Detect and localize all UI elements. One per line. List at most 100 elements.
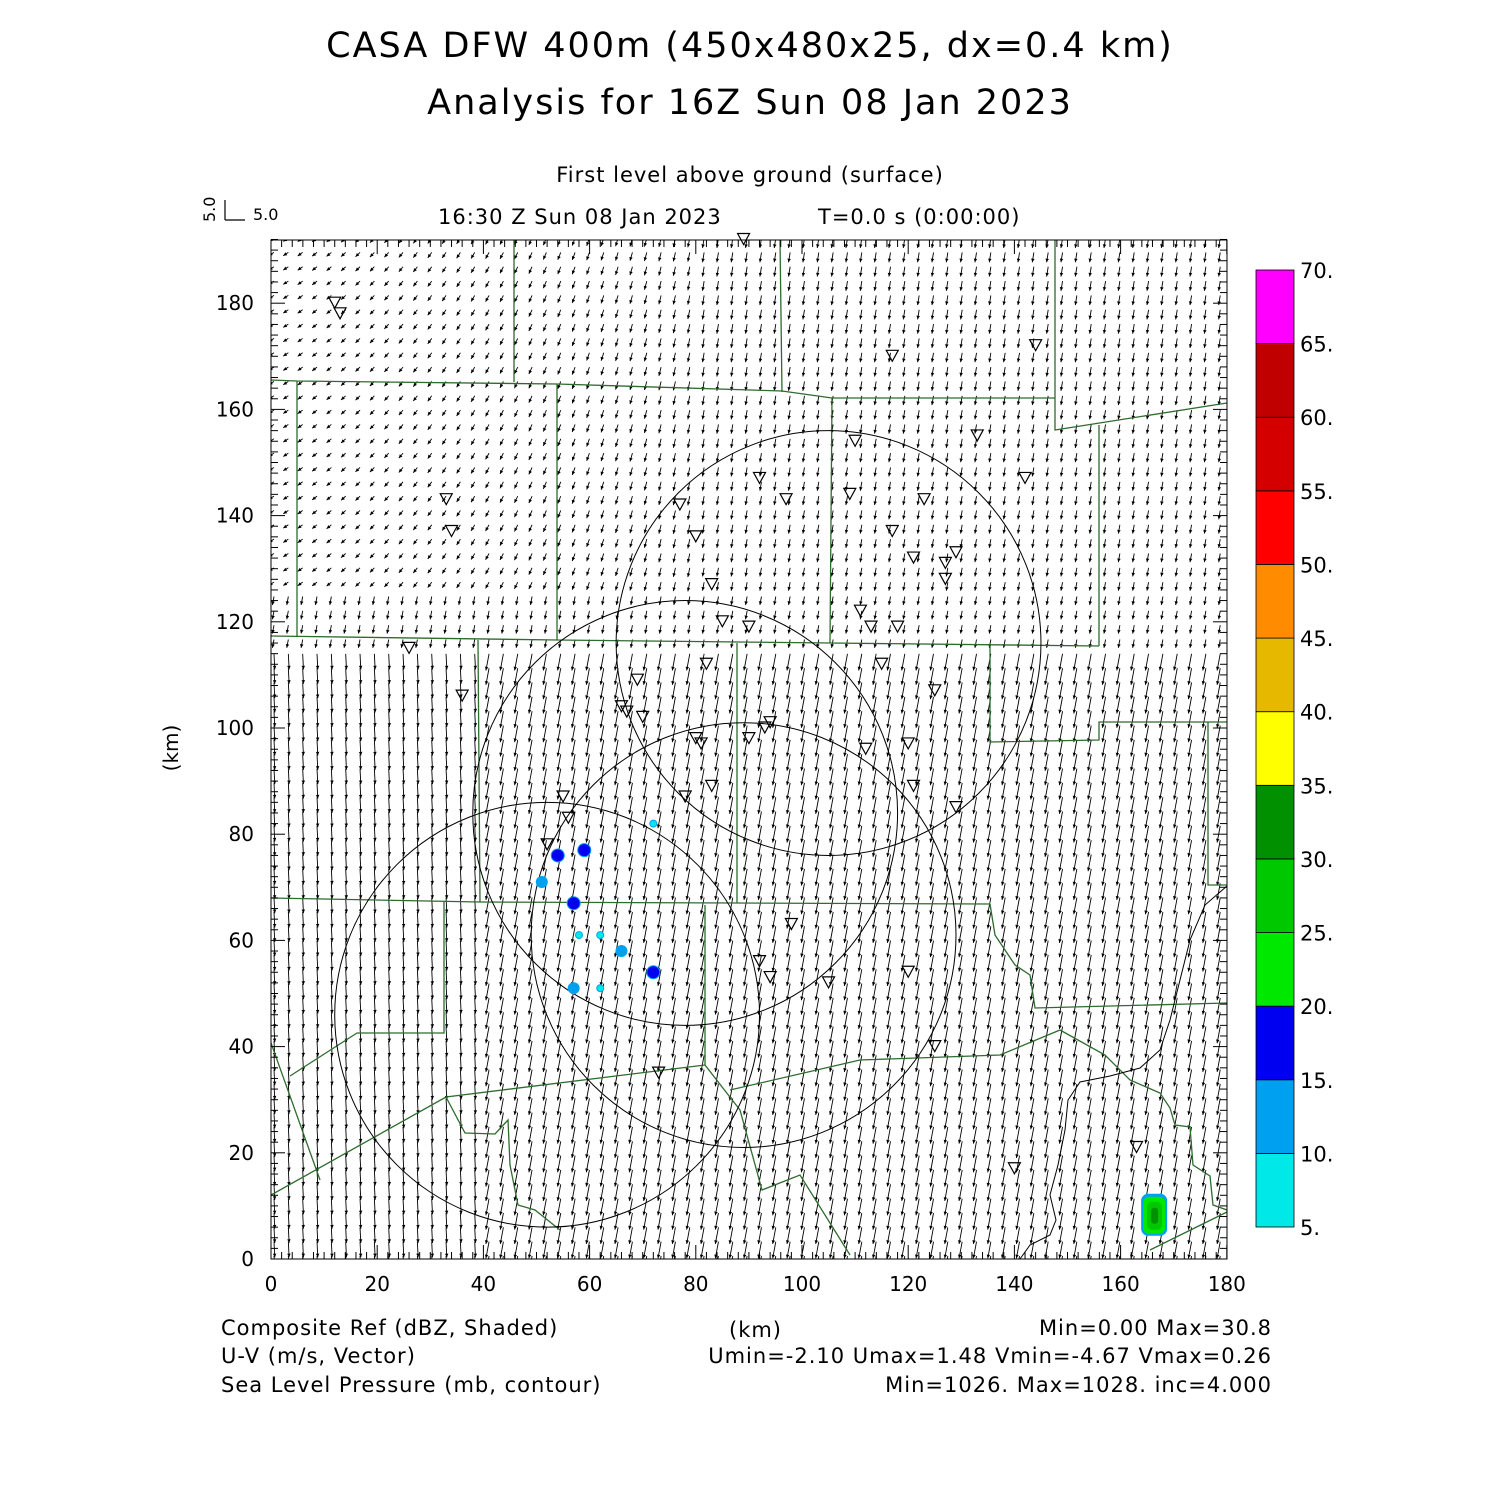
wind-vector-head xyxy=(557,413,561,418)
wind-vector-head xyxy=(430,995,435,1000)
wind-vector-head xyxy=(312,367,317,371)
wind-vector-head xyxy=(459,1052,463,1057)
wind-vector-head xyxy=(571,485,576,490)
wind-vector-head xyxy=(330,1067,334,1071)
wind-vector-head xyxy=(628,738,632,743)
wind-vector-head xyxy=(686,372,691,377)
wind-vector-head xyxy=(758,629,763,634)
wind-vector-head xyxy=(742,1068,747,1072)
wind-vector-head xyxy=(442,583,446,588)
wind-vector-head xyxy=(499,455,504,460)
wind-vector-head xyxy=(714,1068,718,1072)
wind-vector-head xyxy=(628,752,632,757)
wind-vector-head xyxy=(585,1096,589,1101)
wind-vector-head xyxy=(484,1182,489,1187)
wind-vector-head xyxy=(398,568,403,573)
wind-vector-head xyxy=(431,1268,434,1272)
wind-vector-head xyxy=(358,866,363,871)
wind-vector-head xyxy=(513,1111,517,1115)
wind-vector-head xyxy=(730,244,734,248)
wind-vector-head xyxy=(384,568,389,573)
wind-vector-head xyxy=(326,453,331,458)
wind-vector-head xyxy=(301,780,306,785)
wind-vector-head xyxy=(527,1125,532,1130)
wind-vector-head xyxy=(416,923,420,928)
wind-vector-head xyxy=(642,680,647,685)
wind-vector-head xyxy=(344,837,349,842)
wind-vector-head xyxy=(499,695,503,700)
wind-vector-head xyxy=(499,723,503,728)
wind-vector-head xyxy=(585,896,589,900)
wind-vector-head xyxy=(373,938,377,942)
wind-vector xyxy=(617,1255,619,1259)
wind-vector-head xyxy=(301,1196,306,1200)
wind-vector-head xyxy=(686,329,691,334)
wind-vector-head xyxy=(499,1053,503,1058)
wind-vector-head xyxy=(456,311,461,316)
wind-vector-head xyxy=(484,1125,489,1130)
wind-vector-head xyxy=(542,824,546,829)
wind-vector-head xyxy=(484,967,489,972)
wind-vector-head xyxy=(671,867,675,872)
wind-vector-head xyxy=(373,852,377,856)
wind-vector-head xyxy=(444,708,449,713)
wind-vector-head xyxy=(714,795,718,800)
wind-vector-head xyxy=(315,809,320,813)
wind-vector-head xyxy=(643,429,648,434)
wind-vector-head xyxy=(444,837,449,842)
wind-vector-head xyxy=(744,429,748,434)
wind-vector-head xyxy=(614,242,619,247)
wind-vector-head xyxy=(297,553,302,558)
wind-vector-head xyxy=(730,272,734,277)
wind-vector-head xyxy=(600,385,604,390)
wind-vector-head xyxy=(484,666,489,671)
wind-vector-head xyxy=(757,1154,761,1158)
wind-vector-head xyxy=(315,981,320,985)
wind-vector-head xyxy=(744,486,748,491)
wind-vector-head xyxy=(358,823,363,828)
wind-vector-head xyxy=(499,1154,503,1158)
wind-vector-head xyxy=(315,837,320,842)
wind-vector-head xyxy=(585,680,589,685)
wind-vector-head xyxy=(744,444,748,448)
wind-vector-head xyxy=(301,852,306,856)
wind-vector-head xyxy=(629,486,633,491)
wind-vector-head xyxy=(398,454,403,459)
wind-vector-head xyxy=(586,284,590,289)
wind-vector-head xyxy=(542,1068,546,1072)
wind-vector-head xyxy=(599,752,604,757)
wind-vector-head xyxy=(459,751,463,756)
wind-vector-head xyxy=(656,752,661,757)
wind-vector-head xyxy=(456,268,461,273)
wind-vector-head xyxy=(744,344,748,348)
wind-vector-head xyxy=(485,254,489,259)
wind-vector-head xyxy=(416,1210,420,1215)
wind-vector-head xyxy=(628,939,632,943)
wind-vector-head xyxy=(642,752,647,757)
wind-vector-head xyxy=(514,312,518,317)
wind-vector-head xyxy=(543,312,547,317)
wind-vector-head xyxy=(314,601,318,606)
wind-vector-head xyxy=(301,694,306,699)
wind-vector-head xyxy=(758,586,763,591)
wind-vector-head xyxy=(757,1197,761,1201)
wind-vector-head xyxy=(358,1110,363,1114)
wind-vector-head xyxy=(443,615,447,620)
wind-vector-head xyxy=(628,910,632,915)
wind-vector-head xyxy=(527,695,532,700)
wind-vector-head xyxy=(387,1038,392,1043)
wind-vector-head xyxy=(485,269,489,274)
wind-vector-head xyxy=(355,253,360,257)
wind-vector-head xyxy=(373,909,377,914)
wind-vector-head xyxy=(287,1110,291,1114)
wind-vector-head xyxy=(656,1053,661,1058)
wind-vector-head xyxy=(671,953,675,958)
wind-vector-head xyxy=(312,395,317,400)
wind-vector-head xyxy=(430,1253,435,1258)
wind-vector-head xyxy=(357,629,361,634)
wind-vector-head xyxy=(401,1239,406,1243)
wind-vector-head xyxy=(543,298,547,303)
wind-vector-head xyxy=(643,586,648,591)
wind-vector-head xyxy=(672,643,677,648)
